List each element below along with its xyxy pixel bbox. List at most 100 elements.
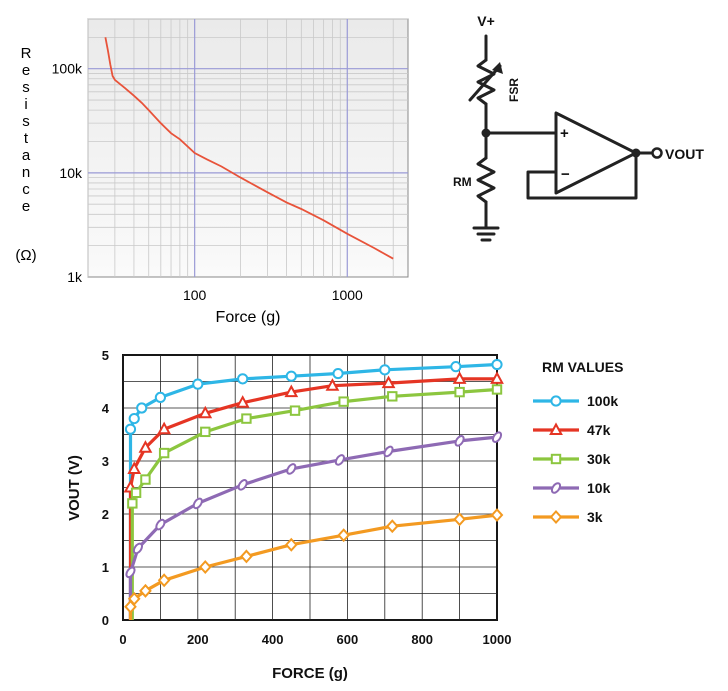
- legend-marker-30k: [550, 453, 562, 465]
- series-point-30k: [387, 391, 398, 402]
- series-point-3k: [284, 537, 298, 552]
- series-point-10k-ring: [132, 542, 144, 555]
- bottom-tick-labels: 0 200 400 600 800 1000 0 1 2 3 4 5: [102, 348, 512, 647]
- rm-label: RM: [453, 175, 472, 189]
- bottom-x-tick-label: 800: [411, 632, 433, 647]
- legend-label: 100k: [587, 393, 618, 409]
- top-y-label-letter: c: [22, 181, 30, 198]
- series-100k: [124, 358, 503, 620]
- bottom-x-tick-label: 400: [262, 632, 284, 647]
- rm-resistor-zigzag: [476, 156, 496, 204]
- top-y-label-letter: s: [22, 113, 30, 130]
- bottom-y-tick-label: 1: [102, 560, 109, 575]
- top-y-label-letter: R: [21, 45, 32, 62]
- top-y-label-letter: e: [22, 198, 30, 215]
- bottom-y-axis-label: VOUT (V): [66, 455, 83, 521]
- bottom-y-tick-label: 4: [102, 401, 110, 416]
- series-point-30k: [130, 487, 142, 499]
- fsr-label: FSR: [507, 78, 521, 102]
- legend-marker-10k-ring: [550, 482, 562, 494]
- series-point-3k: [337, 528, 351, 543]
- circuit-svg: V+ FSR RM + − VOUT: [453, 13, 704, 242]
- series-point-47k: [127, 461, 142, 474]
- series-point-10k: [383, 445, 394, 458]
- series-point-3k: [157, 573, 171, 588]
- series-point-100k: [124, 423, 137, 435]
- vout-label: VOUT: [665, 146, 704, 162]
- fsr-variable-arrow: [468, 64, 502, 102]
- series-point-10k: [237, 479, 248, 491]
- series-point-47k: [381, 375, 396, 389]
- series-point-30k: [200, 426, 211, 438]
- top-resistance-curve: [104, 37, 394, 260]
- series-point-47k: [157, 421, 172, 435]
- legend-marker-47k: [549, 422, 563, 435]
- series-point-10k-ring: [383, 445, 394, 458]
- legend-label: 30k: [587, 451, 611, 467]
- series-point-47k: [198, 405, 213, 419]
- series-point-47k: [325, 378, 340, 391]
- opamp-minus-label: −: [561, 166, 570, 183]
- series-point-10k: [192, 497, 203, 510]
- output-junction-dot: [631, 148, 641, 158]
- series-point-100k: [450, 361, 462, 373]
- series-10k: [125, 431, 503, 620]
- series-point-10k-ring: [454, 435, 465, 447]
- series-point-100k: [136, 402, 148, 414]
- series-point-100k: [154, 391, 167, 404]
- opamp-triangle: [554, 111, 638, 195]
- top-y-tick-label: 10k: [59, 165, 83, 181]
- top-x-axis-label: Force (g): [216, 309, 281, 326]
- legend-marker-3k: [549, 510, 563, 524]
- top-plot-area: [87, 18, 409, 278]
- series-point-3k: [240, 549, 253, 564]
- bottom-y-tick-label: 5: [102, 348, 109, 363]
- bottom-y-tick-label: 2: [102, 507, 109, 522]
- series-point-10k: [454, 435, 465, 447]
- series-point-10k-ring: [192, 497, 203, 510]
- top-minor-grid: [87, 18, 408, 277]
- top-resistance-line: [104, 37, 394, 260]
- series-30k: [127, 384, 503, 620]
- series-point-10k-ring: [155, 518, 166, 531]
- series-point-30k: [454, 386, 465, 398]
- fsr-circuit-schematic: V+ FSR RM + − VOUT: [440, 0, 728, 250]
- bottom-legend: 100k 47k 30k 10k 3k: [533, 393, 618, 525]
- series-point-47k: [452, 371, 467, 384]
- series-point-30k: [241, 413, 252, 424]
- bottom-x-tick-label: 0: [119, 632, 126, 647]
- series-point-30k: [158, 447, 170, 459]
- legend-item-47k: 47k: [533, 422, 611, 438]
- bottom-x-tick-label: 200: [187, 632, 209, 647]
- series-point-30k: [491, 384, 503, 395]
- series-point-30k: [289, 405, 301, 416]
- top-x-tick-label: 1000: [332, 287, 363, 303]
- series-point-30k: [338, 396, 349, 407]
- series-point-10k-ring: [286, 463, 297, 475]
- bottom-x-tick-label: 600: [337, 632, 359, 647]
- series-point-47k: [235, 395, 250, 408]
- bottom-grid: [122, 354, 498, 621]
- series-point-10k: [286, 463, 297, 475]
- bottom-y-tick-label: 3: [102, 454, 109, 469]
- legend-item-100k: 100k: [533, 393, 618, 409]
- legend-label: 3k: [587, 509, 603, 525]
- top-y-label-letter: a: [22, 147, 31, 164]
- series-point-10k-ring: [125, 566, 136, 579]
- series-point-47k: [284, 384, 299, 398]
- opamp-plus-label: +: [560, 125, 569, 142]
- feedback-wire: [526, 151, 638, 200]
- series-point-100k: [192, 378, 204, 390]
- top-y-axis-unit: (Ω): [15, 247, 36, 264]
- legend-item-3k: 3k: [533, 509, 603, 525]
- series-point-10k: [334, 454, 345, 466]
- bottom-x-axis-label: FORCE (g): [272, 665, 348, 682]
- series-point-10k-ring: [491, 431, 503, 443]
- series-point-3k: [198, 560, 212, 574]
- vout-force-svg: 0 200 400 600 800 1000 0 1 2 3 4 5 FORCE (g) VOUT (…: [66, 348, 623, 682]
- series-point-47k: [490, 371, 504, 384]
- series-point-30k: [140, 474, 151, 485]
- series-point-10k-ring: [334, 454, 345, 466]
